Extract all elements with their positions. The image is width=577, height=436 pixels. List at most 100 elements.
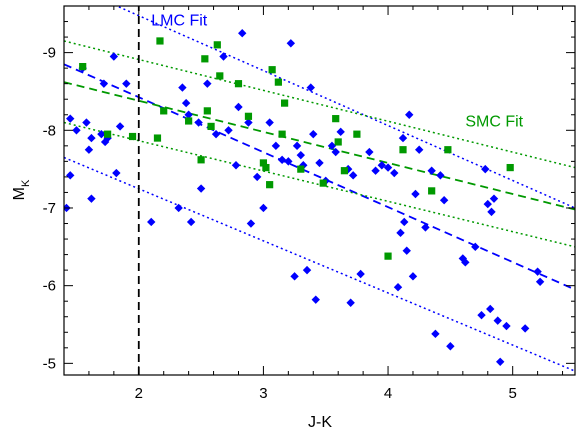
lmc-star-point — [520, 324, 530, 333]
lmc-star-point — [365, 147, 374, 157]
lmc-lower-line — [64, 156, 575, 372]
lmc-star-point — [259, 203, 268, 213]
lmc-star-point — [343, 164, 353, 174]
smc-star-point — [213, 41, 221, 49]
smc-star-point — [79, 62, 87, 71]
lmc-star-point — [186, 217, 196, 227]
lmc-star-point — [486, 304, 495, 314]
lmc-star-point — [346, 298, 355, 307]
smc-star-point — [259, 159, 268, 167]
lmc-star-point — [493, 316, 502, 325]
lmc-star-point — [87, 133, 96, 143]
fit-annotation: SMC Fit — [465, 113, 523, 130]
lmc-star-point — [231, 161, 241, 170]
lmc-star-point — [477, 310, 486, 320]
lmc-star-point — [396, 228, 405, 238]
smc-star-point — [428, 187, 436, 195]
lmc-star-point — [306, 83, 315, 92]
y-tick-label: -8 — [43, 122, 56, 139]
lmc-star-point — [99, 79, 109, 88]
x-tick-label: 5 — [509, 385, 517, 402]
smc-star-point — [128, 132, 137, 141]
lmc-star-point — [356, 269, 365, 279]
smc-star-point — [384, 252, 392, 260]
lmc-star-point — [489, 194, 499, 203]
lmc-star-point — [284, 157, 293, 166]
y-axis-title: MK — [11, 179, 32, 200]
x-tick-label: 4 — [384, 385, 392, 402]
lmc-star-point — [331, 147, 340, 157]
smc-star-point — [274, 78, 282, 86]
lmc-star-point — [122, 79, 131, 88]
lmc-star-point — [415, 145, 424, 154]
lmc-star-point — [178, 83, 187, 92]
smc-star-point — [266, 181, 274, 189]
lmc-star-point — [246, 219, 256, 228]
lmc-fit-line — [64, 63, 575, 291]
smc-star-point — [278, 130, 286, 138]
smc-upper-line — [64, 40, 575, 169]
lmc-star-point — [87, 194, 96, 203]
lmc-star-point — [82, 118, 91, 127]
lmc-star-point — [315, 158, 324, 168]
fit-annotation: LMC Fit — [151, 12, 208, 29]
lmc-star-point — [327, 141, 337, 151]
lmc-star-point — [461, 258, 470, 267]
lmc-star-point — [265, 118, 274, 127]
lmc-star-point — [390, 168, 399, 178]
lmc-star-point — [535, 277, 545, 286]
smc-star-point — [332, 115, 340, 123]
lmc-star-point — [290, 272, 299, 281]
y-axis-title-sub: K — [20, 179, 32, 187]
smc-star-point — [340, 167, 349, 175]
lmc-star-point — [66, 114, 75, 123]
smc-star-point — [153, 134, 162, 142]
smc-star-point — [334, 138, 342, 146]
lmc-star-point — [400, 217, 409, 227]
y-axis-title-main: M — [11, 187, 28, 200]
x-tick-label: 3 — [259, 385, 267, 402]
lmc-star-point — [211, 129, 221, 139]
lmc-star-point — [292, 141, 302, 151]
smc-star-point — [353, 130, 361, 138]
lmc-star-point — [72, 126, 81, 135]
lmc-star-point — [502, 321, 511, 331]
lmc-star-point — [483, 199, 492, 209]
lmc-star-point — [471, 242, 480, 252]
lmc-star-point — [383, 163, 393, 172]
lmc-star-point — [219, 52, 228, 61]
lmc-star-point — [311, 295, 320, 304]
axis-ticks: 2 3 4 5 -5 -6 -7 -8 -9 — [43, 5, 575, 402]
smc-star-point — [104, 130, 112, 138]
smc-star-point — [244, 112, 253, 120]
smc-star-point — [207, 122, 215, 131]
lmc-star-point — [487, 207, 496, 217]
smc-star-point — [203, 107, 211, 115]
lmc-upper-line — [115, 6, 575, 209]
lmc-star-point — [481, 164, 490, 174]
lmc-star-point — [296, 150, 306, 160]
y-tick-label: -6 — [43, 278, 56, 295]
lmc-star-point — [336, 127, 345, 137]
lmc-star-point — [234, 102, 243, 112]
x-axis-title: J-K — [308, 414, 332, 431]
smc-star-point — [197, 156, 205, 164]
lmc-star-point — [348, 171, 358, 180]
smc-star-point — [185, 117, 193, 125]
smc-star-point — [444, 146, 452, 154]
data-points — [64, 28, 545, 366]
lmc-star-point — [408, 272, 418, 281]
lmc-star-point — [286, 39, 296, 48]
lmc-star-point — [421, 223, 430, 232]
lmc-star-point — [238, 28, 247, 38]
smc-star-point — [156, 37, 164, 45]
smc-star-point — [201, 55, 209, 63]
lmc-star-point — [224, 126, 233, 135]
lmc-star-point — [302, 265, 312, 275]
lmc-star-point — [196, 184, 206, 193]
smc-star-point — [216, 72, 224, 80]
annotations: LMC Fit SMC Fit — [151, 12, 523, 130]
lmc-star-point — [174, 203, 183, 213]
